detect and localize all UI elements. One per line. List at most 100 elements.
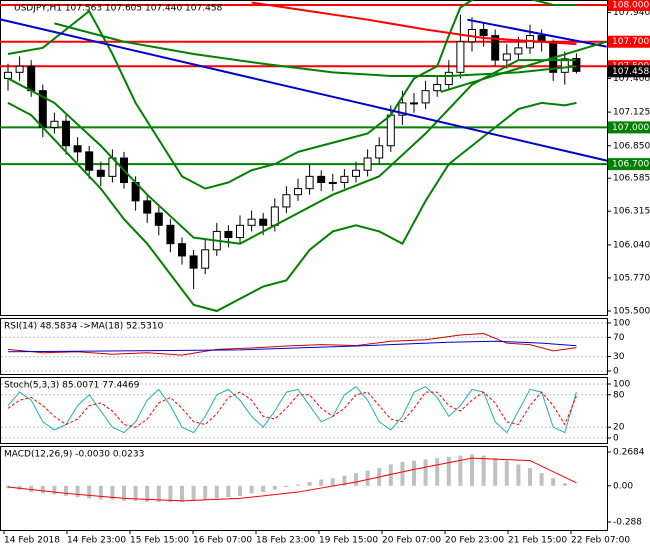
macd-bar xyxy=(435,458,440,486)
candle-body xyxy=(317,175,326,183)
y-tick-label: 0.2684 xyxy=(613,448,645,458)
candle-body xyxy=(421,90,430,104)
candle-body xyxy=(50,120,59,128)
macd-bar xyxy=(6,485,10,489)
x-tick-label: 15 Feb 15:00 xyxy=(130,536,189,546)
level-label: 106.700 xyxy=(612,160,649,170)
candle-body xyxy=(294,188,302,196)
macd-bar xyxy=(145,485,150,503)
macd-bar xyxy=(29,485,34,493)
x-tick-label: 18 Feb 23:00 xyxy=(256,536,315,546)
macd-bar xyxy=(261,485,266,493)
indicator-line xyxy=(440,40,607,93)
macd-bar xyxy=(330,478,335,486)
macd-bar xyxy=(307,481,312,486)
panel-title: USDJPY,H1 107.563 107.605 107.440 107.45… xyxy=(14,4,223,14)
candle-body xyxy=(479,28,488,37)
candle-body xyxy=(572,57,581,72)
y-tick-label: 0.00 xyxy=(613,481,633,491)
candle-body xyxy=(189,255,198,269)
macd-bar xyxy=(342,475,347,486)
macd-bar xyxy=(539,473,544,486)
candle-body xyxy=(224,230,233,239)
macd-bar xyxy=(168,485,173,503)
level-label: 108.000 xyxy=(612,1,649,11)
candle-body xyxy=(62,120,70,147)
macd-bar xyxy=(17,485,22,490)
candle-body xyxy=(456,41,465,73)
x-tick-label: 20 Feb 07:00 xyxy=(382,536,441,546)
x-tick-label: 22 Feb 07:00 xyxy=(571,536,630,546)
macd-bar xyxy=(226,485,231,498)
macd-bar xyxy=(203,485,208,500)
candle-body xyxy=(270,206,279,226)
indicator-line xyxy=(7,386,577,434)
macd-bar xyxy=(52,485,57,495)
y-tick-label: 20 xyxy=(613,423,625,433)
macd-bar xyxy=(214,485,219,499)
x-tick-label: 21 Feb 15:00 xyxy=(508,536,567,546)
candle-body xyxy=(236,224,244,239)
candle-body xyxy=(386,114,395,147)
candle-body xyxy=(328,181,337,184)
y-tick-label: 106.585 xyxy=(613,174,650,184)
macd-bar xyxy=(354,473,358,486)
indicator-line xyxy=(7,457,577,502)
candle-body xyxy=(398,102,407,116)
candle-body xyxy=(154,212,163,226)
indicator-line xyxy=(7,340,577,353)
y-tick-label: 105.500 xyxy=(613,307,650,317)
macd-bar xyxy=(238,485,242,496)
candle-body xyxy=(433,84,442,92)
plot-area xyxy=(6,454,579,503)
y-tick-label: 106.040 xyxy=(613,240,650,250)
candle-body xyxy=(282,194,291,208)
y-tick-label: 106.850 xyxy=(613,141,650,151)
x-tick-label: 19 Feb 15:00 xyxy=(319,536,378,546)
macd-bar xyxy=(191,485,196,501)
macd-bar xyxy=(156,485,161,503)
panel-frame xyxy=(0,0,608,316)
macd-bar xyxy=(319,479,324,486)
y-tick-label: 0 xyxy=(613,367,619,377)
candle-body xyxy=(259,218,268,226)
macd-bar xyxy=(272,485,277,490)
macd-bar xyxy=(64,485,68,496)
price-label: 107.458 xyxy=(612,67,649,77)
macd-bar xyxy=(400,461,405,486)
x-tick-label: 16 Feb 07:00 xyxy=(193,536,252,546)
y-tick-label: -0.288 xyxy=(613,518,642,528)
plot-area xyxy=(0,0,607,313)
candle-body xyxy=(444,71,453,86)
panel-title: Stoch(5,3,3) 85.0071 77.4469 xyxy=(4,381,140,391)
candle-body xyxy=(96,169,105,177)
candle-body xyxy=(166,224,175,245)
candle-body xyxy=(4,71,12,79)
indicator-line xyxy=(7,333,577,356)
y-tick-label: 105.770 xyxy=(613,273,650,283)
price-tag xyxy=(608,65,650,78)
macd-bar xyxy=(75,485,80,498)
macd-bar xyxy=(388,464,393,486)
macd-bar xyxy=(446,456,451,486)
y-tick-label: 0 xyxy=(613,434,619,444)
candle-body xyxy=(363,157,372,171)
y-tick-label: 106.315 xyxy=(613,207,650,217)
panel-frame xyxy=(0,377,608,444)
indicator-line xyxy=(54,22,577,77)
y-tick-label: 100 xyxy=(613,380,630,390)
y-tick-label: 107.125 xyxy=(613,108,650,118)
y-tick-label: 107.400 xyxy=(613,74,650,84)
macd-bar xyxy=(133,485,138,501)
candle-body xyxy=(305,175,314,190)
macd-bar xyxy=(504,460,509,486)
plot-area xyxy=(1,322,607,372)
candle-body xyxy=(491,35,500,61)
macd-bar xyxy=(481,455,486,486)
y-tick-label: 100 xyxy=(613,319,630,329)
level-label: 107.000 xyxy=(612,123,649,133)
macd-bar xyxy=(40,485,45,494)
y-tick-label: 70 xyxy=(613,333,625,343)
level-tag xyxy=(608,121,650,134)
macd-bar xyxy=(562,483,567,486)
